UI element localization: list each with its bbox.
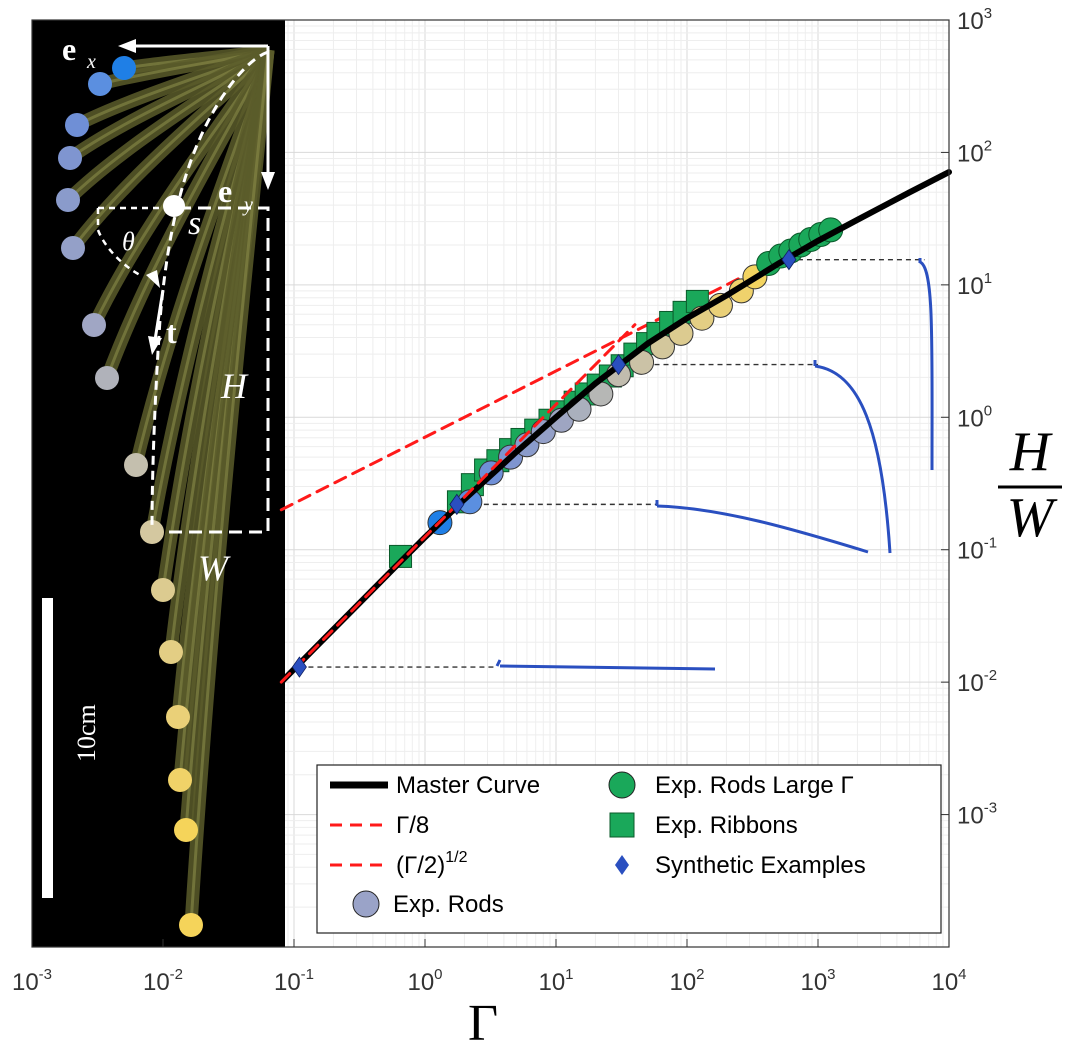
ey-subscript: y — [242, 194, 253, 216]
theta-arrowhead — [146, 270, 160, 288]
legend-item: Master Curve — [330, 772, 540, 799]
x-tick-label: 10-1 — [274, 966, 314, 996]
legend-item: Γ/8 — [330, 812, 429, 839]
legend-item: Synthetic Examples — [615, 852, 866, 879]
x-tick-label: 102 — [669, 966, 704, 996]
legend-swatch-circle — [352, 890, 380, 918]
rod-end-ball — [56, 188, 80, 212]
rod-contour-dashed — [150, 50, 269, 531]
legend-label: Exp. Rods — [393, 891, 504, 918]
y-tick-label: 10-1 — [957, 535, 997, 565]
rod-end-ball — [95, 366, 119, 390]
legend-swatch-circle — [608, 771, 636, 799]
x-tick-label: 104 — [931, 966, 966, 996]
x-tick-label: 100 — [407, 966, 442, 996]
rod-end-ball — [174, 818, 198, 842]
ex-label: e — [62, 31, 76, 67]
rod-end-ball — [124, 453, 148, 477]
width-label: W — [198, 548, 231, 588]
legend-swatch-square — [609, 812, 635, 838]
y-axis-label-denominator: W — [1007, 487, 1058, 549]
height-label: H — [220, 366, 249, 406]
y-tick-label: 10-2 — [957, 667, 997, 697]
x-tick-label: 10-3 — [12, 966, 52, 996]
rod-end-ball — [112, 56, 136, 80]
legend-swatch-diamond — [615, 855, 629, 875]
arc-length-point — [163, 195, 185, 217]
photo-panel: e x e y s θ t H W 10cm — [32, 20, 285, 947]
legend-label: (Γ/2)1/2 — [396, 849, 468, 879]
scale-bar-label: 10cm — [72, 704, 101, 762]
rod-strand-highlight — [189, 49, 270, 926]
synthetic-shape-curve — [813, 360, 892, 554]
synthetic-example-marker — [611, 353, 626, 376]
legend-item: Exp. Rods Large Γ — [608, 771, 854, 799]
y-tick-labels: 103 102 101 100 10-1 10-2 10-3 — [941, 5, 997, 830]
y-tick-label: 10-3 — [957, 800, 997, 830]
scale-bar — [42, 598, 53, 898]
theta-arc — [96, 208, 141, 277]
legend-item: (Γ/2)1/2 — [330, 849, 468, 879]
y-tick-label: 100 — [957, 402, 992, 432]
rod-end-ball — [58, 146, 82, 170]
synthetic-shape-curve — [655, 500, 869, 554]
synthetic-shape-curve — [495, 659, 716, 671]
rod-end-ball — [166, 705, 190, 729]
y-tick-label: 101 — [957, 270, 992, 300]
rod-end-ball — [168, 768, 192, 792]
ex-subscript: x — [86, 51, 96, 73]
ey-label: e — [218, 173, 232, 209]
synthetic-example-marker — [291, 656, 307, 678]
x-tick-labels: 10-3 10-2 10-1 100 101 102 103 104 — [12, 939, 967, 996]
x-axis-label: Γ — [468, 995, 498, 1044]
axes-frame — [31, 19, 950, 948]
synthetic-example-marker — [781, 248, 797, 271]
coordinate-axes — [118, 39, 275, 190]
legend-label: Γ/8 — [396, 812, 429, 839]
x-tick-label: 101 — [538, 966, 573, 996]
data-layer — [278, 169, 952, 686]
x-tick-label: 103 — [800, 966, 835, 996]
rod-end-ball — [159, 640, 183, 664]
s-label: s — [188, 205, 201, 242]
legend-item: Exp. Ribbons — [609, 812, 798, 839]
tangent-arrow-shaft — [153, 289, 165, 341]
ribbon-marker — [388, 544, 412, 568]
theta-label: θ — [122, 227, 135, 256]
y-tick-label: 102 — [957, 137, 992, 167]
y-tick-label: 103 — [957, 5, 992, 35]
rod-balls — [56, 56, 203, 937]
rod-end-ball — [151, 578, 175, 602]
legend-label: Exp. Ribbons — [655, 812, 798, 839]
rod-end-ball — [179, 913, 203, 937]
y-axis-label-numerator: H — [1009, 421, 1053, 483]
rod-end-ball — [61, 236, 85, 260]
rod-end-ball — [140, 520, 164, 544]
ey-arrowhead — [261, 172, 275, 190]
legend-label: Master Curve — [396, 772, 540, 799]
rod-end-ball — [88, 72, 112, 96]
rod-end-ball — [65, 113, 89, 137]
legend-label: Exp. Rods Large Γ — [655, 772, 854, 799]
synthetic-shape-curve — [918, 258, 934, 471]
rod-end-ball — [82, 313, 106, 337]
synthetic-example-marker — [449, 493, 465, 516]
x-tick-label: 10-2 — [143, 966, 183, 996]
legend-item: Exp. Rods — [352, 890, 504, 918]
height-width-box — [165, 206, 270, 534]
tangent-label: t — [166, 314, 177, 350]
tangent-arrowhead — [148, 336, 162, 355]
legend: Master Curve Γ/8 (Γ/2)1/2 Exp. Rods Exp. Rod… — [316, 764, 942, 934]
legend-label: Synthetic Examples — [655, 852, 866, 879]
ex-arrowhead — [118, 39, 136, 53]
